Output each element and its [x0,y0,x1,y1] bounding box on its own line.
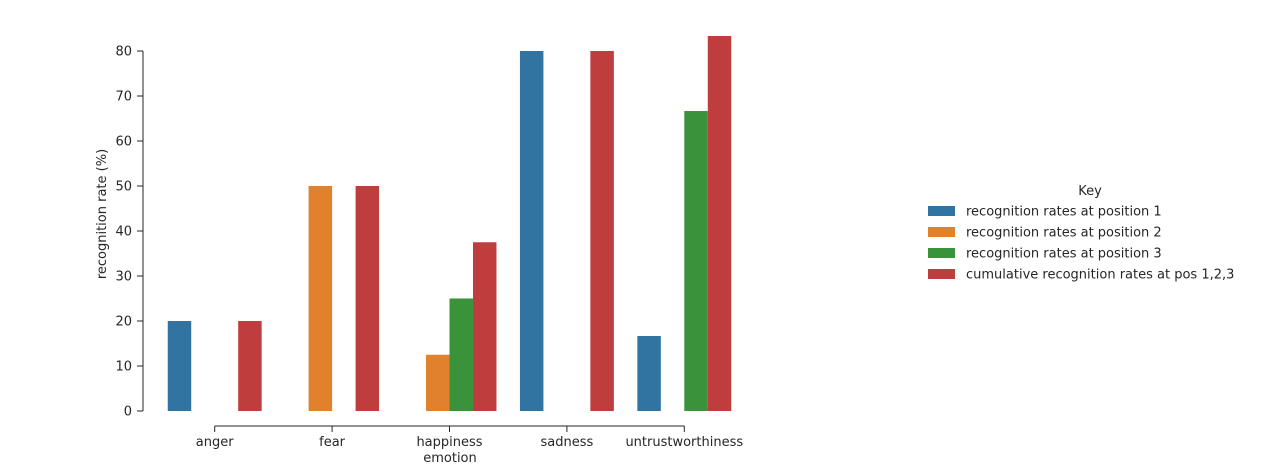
bar-untrustworthiness-series-4 [707,36,732,411]
x-tick-label-fear: fear [319,435,346,450]
legend-label-3: recognition rates at position 3 [966,247,1162,262]
x-tick-label-sadness: sadness [541,435,594,450]
bar-fear-series-4 [355,186,380,411]
bar-sadness-series-1 [519,51,544,411]
legend-swatch-4 [928,269,955,279]
bars-group [167,36,732,412]
x-tick-label-untrustworthiness: untrustworthiness [625,435,743,450]
y-tick-label: 0 [124,405,132,420]
bar-fear-series-2 [308,186,333,411]
bar-happiness-series-3 [449,298,473,411]
x-axis-label: emotion [423,451,477,466]
bar-untrustworthiness-series-1 [637,335,661,411]
y-tick-label: 30 [115,270,132,285]
bar-happiness-series-2 [426,354,450,411]
legend: Key recognition rates at position 1 recog… [928,184,1234,283]
legend-title: Key [1078,184,1102,199]
x-tick-label-anger: anger [196,435,234,450]
bar-sadness-series-4 [590,51,614,411]
legend-label-2: recognition rates at position 2 [966,226,1162,241]
bar-untrustworthiness-series-3 [684,110,708,412]
legend-swatch-2 [928,227,955,237]
y-axis-label: recognition rate (%) [95,149,110,279]
y-tick-label: 40 [115,225,132,240]
bar-happiness-series-4 [472,242,497,411]
legend-label-4: cumulative recognition rates at pos 1,2,… [966,268,1234,283]
bar-anger-series-4 [238,321,262,411]
y-tick-label: 10 [115,360,132,375]
y-tick-label: 80 [115,45,132,60]
y-tick-label: 50 [115,180,132,195]
y-tick-label: 60 [115,135,132,150]
y-tick-label: 70 [115,90,132,105]
x-tick-label-happiness: happiness [416,435,482,450]
legend-swatch-1 [928,206,955,216]
x-axis: anger fear happiness sadness untrustworthine… [196,425,743,450]
legend-swatch-3 [928,248,955,258]
bar-anger-series-1 [167,321,192,411]
y-axis: 0 10 20 30 40 50 60 70 80 [115,45,144,420]
y-tick-label: 20 [115,315,132,330]
legend-label-1: recognition rates at position 1 [966,205,1162,220]
